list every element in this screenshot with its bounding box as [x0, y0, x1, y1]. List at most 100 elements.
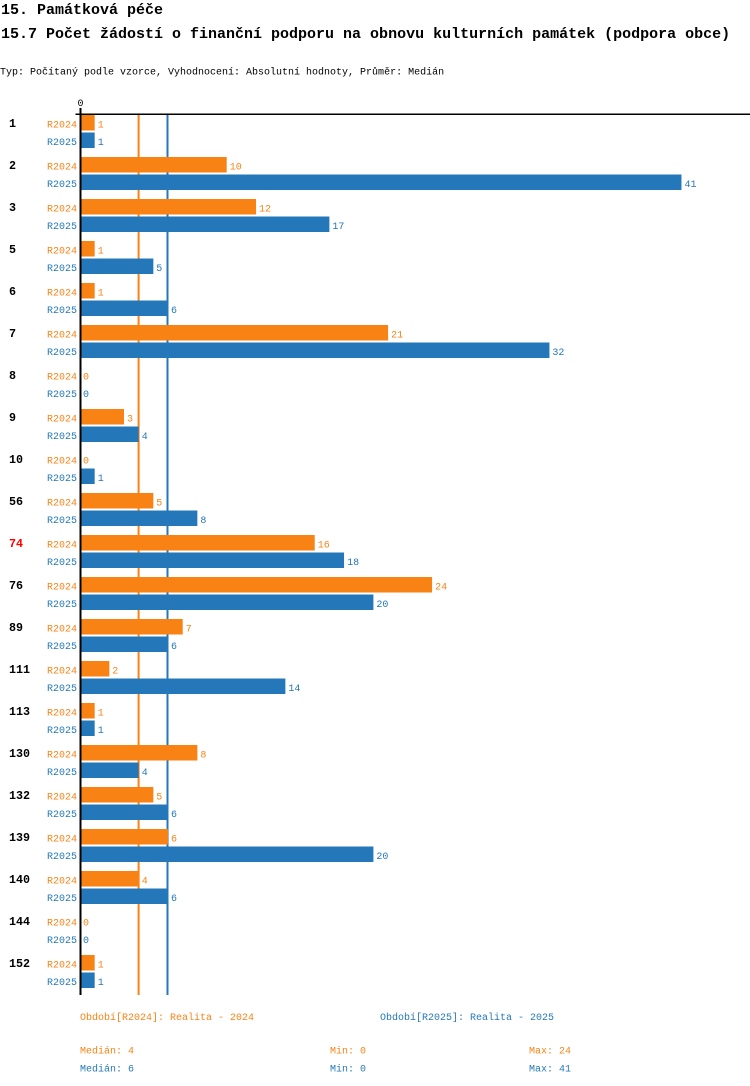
svg-text:1: 1 — [98, 138, 104, 149]
svg-text:10: 10 — [9, 453, 23, 467]
svg-text:Min: 0: Min: 0 — [330, 1064, 366, 1076]
svg-text:R2025: R2025 — [47, 180, 77, 191]
svg-text:Max: 24: Max: 24 — [529, 1047, 571, 1058]
svg-text:89: 89 — [9, 621, 23, 635]
svg-text:R2025: R2025 — [47, 558, 77, 569]
svg-text:7: 7 — [186, 624, 192, 635]
svg-text:R2025: R2025 — [47, 810, 77, 821]
svg-text:17: 17 — [332, 222, 344, 233]
svg-text:8: 8 — [200, 516, 206, 527]
svg-text:1: 1 — [98, 288, 104, 299]
svg-text:8: 8 — [200, 750, 206, 761]
svg-text:4: 4 — [142, 432, 148, 443]
svg-text:Medián: 6: Medián: 6 — [80, 1064, 134, 1076]
svg-text:R2025: R2025 — [47, 726, 77, 737]
svg-text:56: 56 — [9, 495, 23, 509]
svg-text:Typ: Počítaný podle vzorce, Vy: Typ: Počítaný podle vzorce, Vyhodnocení:… — [0, 66, 444, 79]
svg-text:R2024: R2024 — [47, 456, 77, 467]
svg-text:R2024: R2024 — [47, 666, 77, 677]
svg-text:0: 0 — [83, 372, 89, 383]
svg-text:21: 21 — [391, 330, 403, 341]
svg-text:1: 1 — [98, 246, 104, 257]
svg-text:3: 3 — [9, 201, 16, 215]
svg-text:6: 6 — [171, 834, 177, 845]
svg-text:R2024: R2024 — [47, 582, 77, 593]
svg-text:12: 12 — [259, 204, 271, 215]
svg-text:14: 14 — [288, 684, 300, 695]
svg-text:4: 4 — [142, 876, 148, 887]
svg-text:139: 139 — [9, 831, 30, 845]
svg-text:0: 0 — [83, 918, 89, 929]
svg-text:16: 16 — [318, 540, 330, 551]
svg-text:111: 111 — [9, 663, 30, 677]
svg-text:5: 5 — [156, 792, 162, 803]
svg-text:R2025: R2025 — [47, 768, 77, 779]
svg-text:R2025: R2025 — [47, 642, 77, 653]
svg-text:6: 6 — [9, 285, 16, 299]
svg-text:4: 4 — [142, 768, 148, 779]
svg-text:152: 152 — [9, 957, 30, 971]
svg-text:R2025: R2025 — [47, 138, 77, 149]
svg-text:7: 7 — [9, 327, 16, 341]
svg-text:R2024: R2024 — [47, 498, 77, 509]
svg-text:2: 2 — [9, 159, 16, 173]
svg-text:R2024: R2024 — [47, 918, 77, 929]
svg-text:R2024: R2024 — [47, 288, 77, 299]
svg-text:R2025: R2025 — [47, 516, 77, 527]
svg-text:130: 130 — [9, 747, 30, 761]
svg-text:R2025: R2025 — [47, 684, 77, 695]
svg-text:R2024: R2024 — [47, 708, 77, 719]
svg-text:2: 2 — [112, 666, 118, 677]
svg-text:Min: 0: Min: 0 — [330, 1046, 366, 1058]
svg-text:R2024: R2024 — [47, 540, 77, 551]
svg-text:R2025: R2025 — [47, 348, 77, 359]
svg-text:Max: 41: Max: 41 — [529, 1065, 571, 1076]
svg-text:R2024: R2024 — [47, 792, 77, 803]
svg-text:1: 1 — [98, 474, 104, 485]
svg-text:R2024: R2024 — [47, 624, 77, 635]
svg-text:1: 1 — [9, 117, 16, 131]
svg-text:15.7 Počet žádostí o finanční: 15.7 Počet žádostí o finanční podporu na… — [1, 26, 730, 43]
svg-text:144: 144 — [9, 915, 30, 929]
svg-text:1: 1 — [98, 708, 104, 719]
svg-text:32: 32 — [552, 348, 564, 359]
svg-text:R2025: R2025 — [47, 306, 77, 317]
svg-text:41: 41 — [685, 180, 697, 191]
svg-text:R2025: R2025 — [47, 978, 77, 989]
svg-text:20: 20 — [376, 852, 388, 863]
svg-text:R2025: R2025 — [47, 936, 77, 947]
svg-text:R2025: R2025 — [47, 222, 77, 233]
svg-text:R2025: R2025 — [47, 264, 77, 275]
svg-text:3: 3 — [127, 414, 133, 425]
svg-text:18: 18 — [347, 558, 359, 569]
svg-text:5: 5 — [156, 498, 162, 509]
svg-text:R2024: R2024 — [47, 246, 77, 257]
svg-text:R2025: R2025 — [47, 600, 77, 611]
svg-text:20: 20 — [376, 600, 388, 611]
svg-text:R2024: R2024 — [47, 834, 77, 845]
svg-text:9: 9 — [9, 411, 16, 425]
svg-text:1: 1 — [98, 978, 104, 989]
svg-text:76: 76 — [9, 579, 23, 593]
svg-text:0: 0 — [83, 456, 89, 467]
svg-text:1: 1 — [98, 726, 104, 737]
svg-text:6: 6 — [171, 810, 177, 821]
svg-text:24: 24 — [435, 582, 447, 593]
svg-text:R2024: R2024 — [47, 876, 77, 887]
svg-text:R2024: R2024 — [47, 330, 77, 341]
svg-text:15. Památková péče: 15. Památková péče — [1, 2, 163, 19]
svg-text:R2024: R2024 — [47, 162, 77, 173]
svg-text:R2024: R2024 — [47, 120, 77, 131]
svg-text:6: 6 — [171, 306, 177, 317]
svg-text:10: 10 — [230, 162, 242, 173]
svg-text:R2024: R2024 — [47, 414, 77, 425]
svg-text:R2025: R2025 — [47, 894, 77, 905]
svg-text:R2025: R2025 — [47, 474, 77, 485]
svg-text:140: 140 — [9, 873, 30, 887]
svg-text:Období[R2024]: Realita - 2024: Období[R2024]: Realita - 2024 — [80, 1012, 254, 1024]
svg-text:132: 132 — [9, 789, 30, 803]
svg-text:Období[R2025]: Realita - 2025: Období[R2025]: Realita - 2025 — [380, 1012, 554, 1024]
svg-text:Medián: 4: Medián: 4 — [80, 1046, 134, 1058]
svg-text:0: 0 — [77, 99, 83, 110]
svg-text:R2025: R2025 — [47, 390, 77, 401]
